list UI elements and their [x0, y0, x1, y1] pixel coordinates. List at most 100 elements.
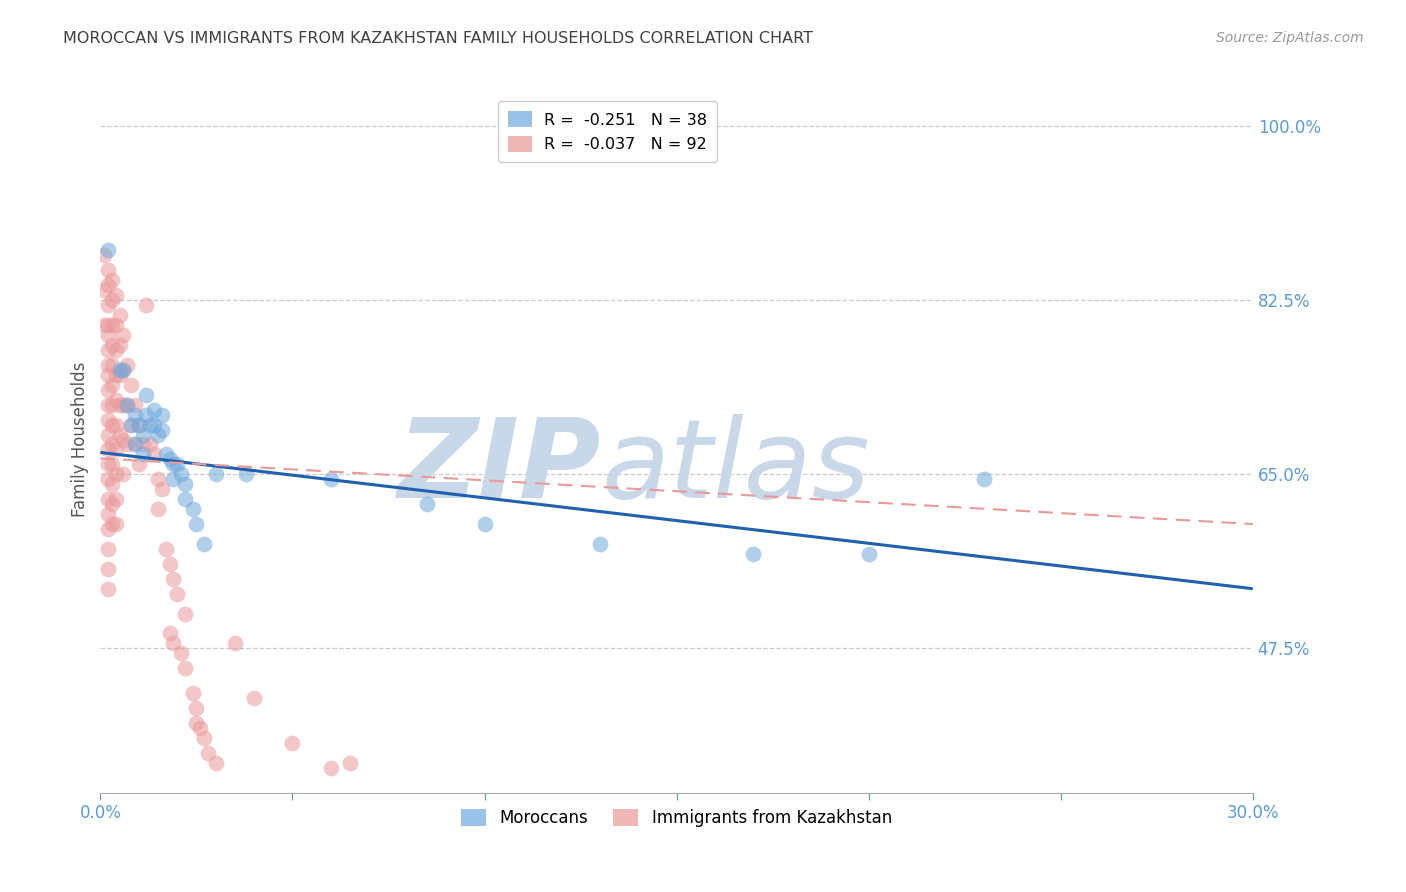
Point	[135, 298, 157, 312]
Point	[128, 417, 150, 432]
Point	[112, 328, 135, 343]
Point	[146, 472, 169, 486]
Point	[97, 398, 120, 412]
Point	[186, 517, 208, 532]
Point	[97, 343, 120, 357]
Point	[416, 497, 439, 511]
Point	[101, 517, 124, 532]
Point	[112, 433, 135, 447]
Point	[108, 398, 131, 412]
Point	[162, 472, 184, 486]
Point	[115, 398, 138, 412]
Point	[101, 477, 124, 491]
Point	[204, 467, 226, 482]
Point	[97, 298, 120, 312]
Point	[97, 412, 120, 426]
Point	[97, 278, 120, 293]
Point	[173, 661, 195, 675]
Point	[135, 388, 157, 402]
Point	[742, 547, 765, 561]
Point	[131, 447, 153, 461]
Point	[104, 392, 127, 407]
Point	[170, 467, 193, 482]
Text: atlas: atlas	[602, 414, 870, 521]
Point	[193, 537, 215, 551]
Point	[858, 547, 880, 561]
Point	[101, 338, 124, 352]
Point	[155, 447, 177, 461]
Point	[108, 308, 131, 322]
Point	[97, 427, 120, 442]
Point	[104, 417, 127, 432]
Point	[181, 686, 204, 700]
Point	[120, 417, 142, 432]
Point	[143, 447, 166, 461]
Point	[108, 363, 131, 377]
Point	[973, 472, 995, 486]
Point	[159, 557, 181, 571]
Point	[150, 482, 173, 496]
Point	[128, 417, 150, 432]
Point	[104, 467, 127, 482]
Y-axis label: Family Households: Family Households	[72, 362, 89, 517]
Point	[170, 646, 193, 660]
Point	[166, 587, 188, 601]
Point	[104, 318, 127, 332]
Point	[97, 582, 120, 596]
Point	[108, 368, 131, 382]
Point	[143, 417, 166, 432]
Point	[155, 541, 177, 556]
Point	[139, 417, 162, 432]
Point	[162, 458, 184, 472]
Point	[104, 288, 127, 302]
Point	[166, 458, 188, 472]
Point	[97, 368, 120, 382]
Point	[146, 502, 169, 516]
Point	[112, 467, 135, 482]
Point	[173, 477, 195, 491]
Point	[104, 517, 127, 532]
Point	[188, 721, 211, 735]
Point	[97, 263, 120, 277]
Point	[186, 716, 208, 731]
Point	[115, 398, 138, 412]
Point	[97, 458, 120, 472]
Point	[124, 408, 146, 422]
Point	[243, 691, 266, 706]
Point	[97, 492, 120, 507]
Text: ZIP: ZIP	[398, 414, 602, 521]
Point	[186, 701, 208, 715]
Point	[104, 343, 127, 357]
Point	[93, 248, 115, 262]
Point	[97, 541, 120, 556]
Point	[101, 358, 124, 372]
Point	[120, 377, 142, 392]
Point	[101, 398, 124, 412]
Point	[181, 502, 204, 516]
Point	[474, 517, 496, 532]
Point	[112, 398, 135, 412]
Point	[101, 458, 124, 472]
Point	[173, 492, 195, 507]
Point	[101, 417, 124, 432]
Point	[104, 368, 127, 382]
Point	[124, 437, 146, 451]
Point	[97, 442, 120, 457]
Point	[97, 472, 120, 486]
Point	[339, 756, 361, 770]
Point	[97, 244, 120, 258]
Point	[93, 318, 115, 332]
Point	[97, 328, 120, 343]
Point	[97, 507, 120, 521]
Point	[97, 562, 120, 576]
Point	[97, 358, 120, 372]
Text: Source: ZipAtlas.com: Source: ZipAtlas.com	[1216, 31, 1364, 45]
Point	[131, 437, 153, 451]
Point	[120, 417, 142, 432]
Point	[162, 636, 184, 650]
Point	[112, 363, 135, 377]
Point	[101, 273, 124, 287]
Point	[101, 497, 124, 511]
Point	[162, 572, 184, 586]
Point	[197, 746, 219, 760]
